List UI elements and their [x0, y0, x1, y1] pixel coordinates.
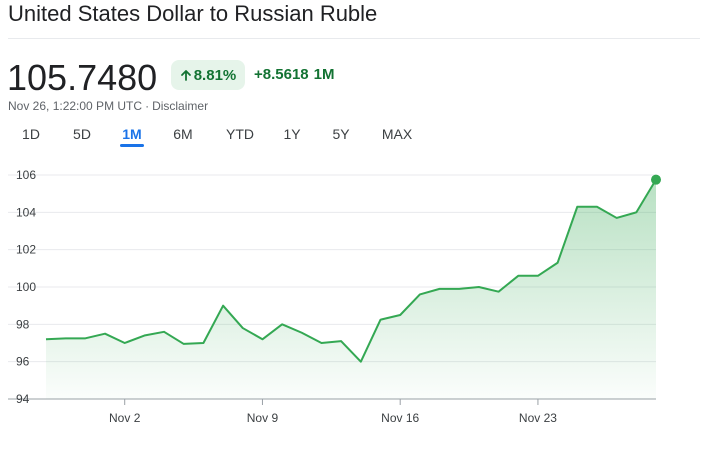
data-point — [575, 205, 579, 209]
data-point — [556, 261, 560, 265]
data-point — [536, 274, 540, 278]
data-point — [221, 304, 225, 308]
quote-timestamp: Nov 26, 1:22:00 PM UTC — [8, 99, 143, 113]
data-point — [83, 336, 87, 340]
tab-1d[interactable]: 1D — [22, 126, 40, 142]
y-tick-label: 96 — [16, 355, 30, 369]
data-point — [615, 216, 619, 220]
x-tick-label: Nov 2 — [109, 411, 141, 425]
percent-change-badge: 8.81% — [171, 60, 245, 90]
change-period: 1M — [313, 66, 335, 83]
meta-separator: · — [145, 99, 150, 113]
current-value-marker[interactable] — [651, 174, 661, 185]
data-point — [260, 337, 264, 341]
absolute-change: +8.5618 1M — [254, 66, 334, 83]
tab-ytd[interactable]: YTD — [226, 126, 254, 142]
y-tick-label: 106 — [16, 168, 36, 182]
data-point — [379, 318, 383, 322]
disclaimer-link[interactable]: Disclaimer — [152, 99, 209, 113]
data-point — [398, 313, 402, 317]
data-point — [44, 337, 48, 341]
quote-meta: Nov 26, 1:22:00 PM UTC · Disclaimer — [8, 99, 208, 113]
x-tick-label: Nov 9 — [247, 411, 279, 425]
data-point — [142, 334, 146, 338]
tab-5y[interactable]: 5Y — [332, 126, 350, 142]
series-line — [45, 179, 657, 363]
current-price: 105.7480 — [7, 57, 158, 98]
y-tick-label: 98 — [16, 317, 30, 331]
data-point — [359, 360, 363, 364]
data-point — [201, 341, 205, 345]
y-tick-label: 102 — [16, 243, 36, 257]
data-point — [477, 285, 481, 289]
data-point — [418, 292, 422, 296]
active-tab-indicator — [120, 144, 144, 147]
y-tick-label: 104 — [16, 205, 36, 219]
data-point — [64, 336, 68, 340]
tab-max[interactable]: MAX — [381, 126, 413, 142]
data-point — [300, 331, 304, 335]
data-point — [103, 332, 107, 336]
data-point — [497, 290, 501, 294]
arrow-up-icon — [180, 70, 191, 81]
data-point — [339, 339, 343, 343]
x-tick-label: Nov 16 — [381, 411, 419, 425]
data-point — [162, 330, 166, 334]
tab-1m[interactable]: 1M — [122, 126, 142, 142]
page-title: United States Dollar to Russian Ruble — [8, 1, 378, 26]
data-point — [123, 341, 127, 345]
data-point — [182, 342, 186, 346]
x-tick-label: Nov 23 — [519, 411, 557, 425]
data-point — [280, 322, 284, 326]
tab-6m[interactable]: 6M — [173, 126, 193, 142]
data-point — [457, 287, 461, 291]
data-point — [516, 274, 520, 278]
data-point — [438, 287, 442, 291]
tab-5d[interactable]: 5D — [73, 126, 91, 142]
tab-1y[interactable]: 1Y — [283, 126, 301, 142]
data-point — [634, 210, 638, 214]
data-point — [241, 326, 245, 330]
data-point — [595, 205, 599, 209]
percent-change-value: 8.81% — [193, 66, 237, 84]
header-divider — [8, 38, 700, 39]
absolute-change-value: +8.5618 — [254, 66, 309, 83]
data-point — [319, 341, 323, 345]
y-tick-label: 94 — [16, 392, 30, 406]
y-tick-label: 100 — [16, 280, 36, 294]
